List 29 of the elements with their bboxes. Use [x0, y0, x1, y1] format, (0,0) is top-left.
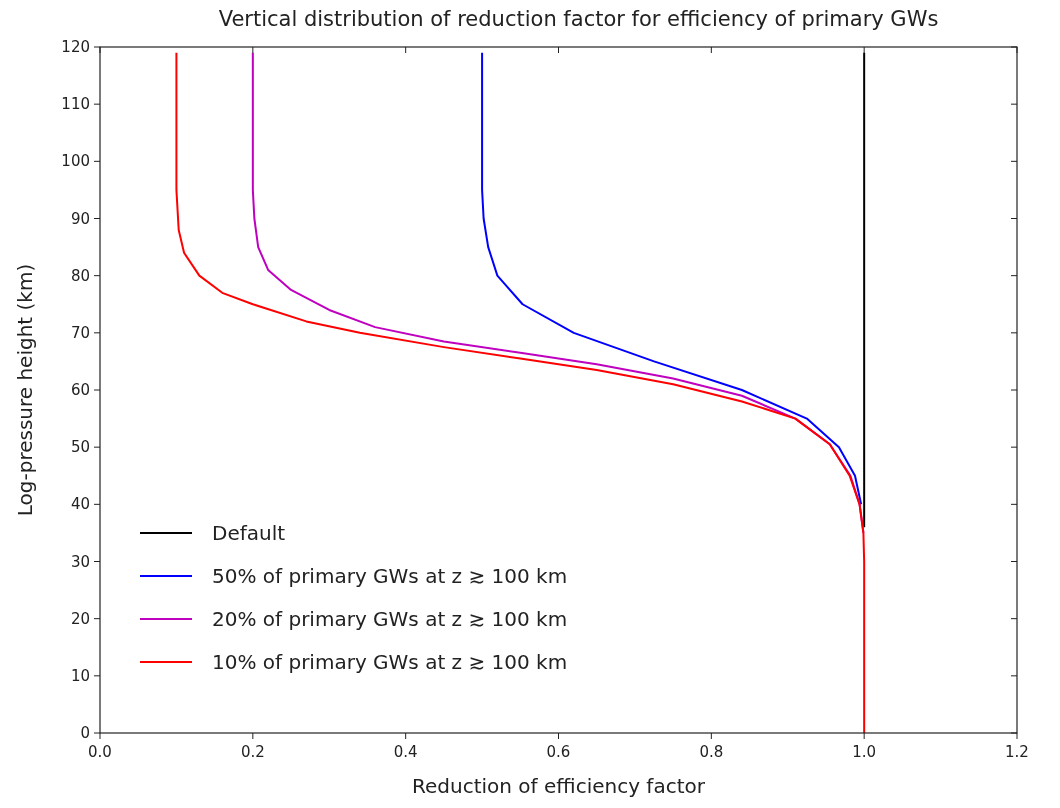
line-series: [481, 51, 863, 506]
y-tick-label: 80: [70, 266, 90, 285]
x-tick-label: 1.0: [852, 743, 877, 761]
x-tick-label: 1.2: [1005, 743, 1029, 761]
legend-label: 10% of primary GWs at z ≳ 100 km: [212, 650, 568, 674]
x-tick-label: 0.4: [393, 743, 418, 761]
legend-label: Default: [212, 521, 286, 545]
y-tick-label: 40: [70, 495, 90, 514]
y-tick-label: 0: [80, 724, 90, 742]
x-tick-label: 0.0: [88, 743, 112, 761]
y-tick-label: 30: [70, 552, 90, 571]
y-tick-label: 70: [70, 323, 90, 342]
x-tick-label: 0.8: [699, 743, 724, 761]
y-tick-label: 100: [61, 152, 90, 171]
y-tick-label: 120: [61, 38, 90, 56]
x-axis-title: Reduction of efficiency factor: [412, 774, 706, 798]
y-tick-label: 50: [70, 438, 90, 457]
legend-label: 20% of primary GWs at z ≳ 100 km: [212, 607, 568, 631]
y-tick-label: 90: [70, 209, 90, 228]
y-tick-label: 110: [61, 95, 90, 114]
x-tick-label: 0.2: [240, 743, 265, 761]
legend-label: 50% of primary GWs at z ≳ 100 km: [212, 564, 568, 588]
y-tick-label: 60: [70, 381, 90, 399]
line-series: [175, 51, 866, 734]
y-tick-label: 10: [70, 666, 90, 685]
chart-title: Vertical distribution of reduction factor for efficiency of primary GWs: [218, 7, 939, 31]
y-axis-title: Log-pressure height (km): [13, 263, 37, 517]
x-tick-label: 0.6: [546, 743, 571, 761]
y-tick-label: 20: [70, 609, 90, 628]
